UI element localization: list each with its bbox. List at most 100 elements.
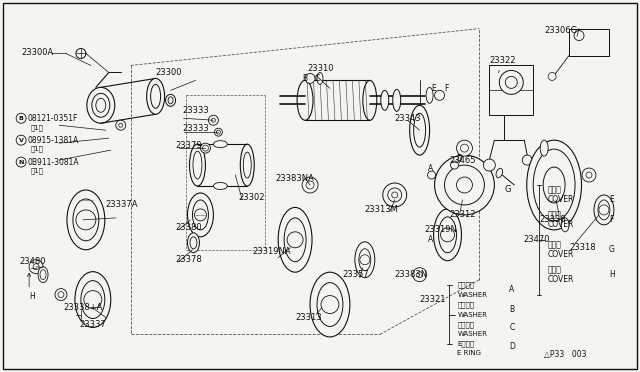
Circle shape (214, 128, 222, 136)
Circle shape (456, 177, 472, 193)
Text: ワッシャ: ワッシャ (458, 321, 474, 328)
Circle shape (435, 155, 494, 215)
Circle shape (445, 165, 484, 205)
Text: 23312: 23312 (449, 211, 476, 219)
Ellipse shape (598, 200, 610, 220)
Text: （1）: （1） (31, 168, 44, 174)
Text: COVER: COVER (547, 220, 573, 230)
Circle shape (16, 135, 26, 145)
Circle shape (483, 159, 495, 171)
Circle shape (388, 188, 402, 202)
Circle shape (435, 90, 445, 100)
Text: D: D (509, 342, 515, 351)
Ellipse shape (213, 183, 227, 189)
Circle shape (195, 209, 207, 221)
Ellipse shape (317, 73, 323, 84)
Text: 23322: 23322 (490, 56, 516, 65)
Text: E: E (431, 84, 436, 93)
Ellipse shape (496, 168, 502, 178)
Circle shape (209, 115, 218, 125)
Text: COVER: COVER (547, 275, 573, 284)
Bar (490, 65, 533, 115)
Circle shape (499, 70, 524, 94)
Ellipse shape (40, 270, 46, 280)
Circle shape (360, 255, 370, 265)
Circle shape (456, 140, 472, 156)
Circle shape (202, 145, 209, 151)
Ellipse shape (189, 144, 205, 186)
Ellipse shape (67, 190, 105, 250)
Text: 23379: 23379 (175, 141, 202, 150)
Ellipse shape (433, 209, 461, 261)
Circle shape (460, 144, 468, 152)
Text: 23465: 23465 (449, 155, 476, 164)
Circle shape (287, 232, 303, 248)
Text: （1）: （1） (31, 146, 44, 153)
Text: C: C (509, 323, 515, 332)
Circle shape (306, 181, 314, 189)
Text: WASHER: WASHER (458, 331, 488, 337)
Text: B: B (19, 116, 24, 121)
Text: カバー: カバー (547, 186, 561, 195)
Ellipse shape (381, 90, 388, 110)
Circle shape (383, 183, 406, 207)
Ellipse shape (284, 218, 306, 262)
Text: A: A (428, 164, 433, 173)
Text: H: H (609, 270, 614, 279)
Ellipse shape (527, 140, 582, 230)
Text: 23480: 23480 (19, 257, 45, 266)
Text: V: V (19, 138, 24, 143)
Text: 08915-1381A: 08915-1381A (27, 136, 78, 145)
Ellipse shape (297, 80, 313, 120)
Text: 23380: 23380 (175, 223, 202, 232)
Text: 23318: 23318 (569, 243, 596, 252)
Ellipse shape (413, 113, 426, 147)
Ellipse shape (147, 78, 164, 114)
Text: 23470: 23470 (524, 235, 550, 244)
Text: A: A (509, 285, 515, 294)
Ellipse shape (188, 193, 213, 237)
Circle shape (119, 123, 123, 127)
Ellipse shape (75, 272, 111, 327)
Circle shape (413, 268, 427, 282)
Text: D: D (456, 154, 462, 163)
Ellipse shape (561, 218, 569, 232)
Circle shape (16, 113, 26, 123)
Circle shape (599, 205, 609, 215)
Text: 23337A: 23337A (106, 201, 138, 209)
Text: ワッシャ: ワッシャ (458, 281, 474, 288)
Text: COVER: COVER (547, 250, 573, 259)
Text: F: F (609, 215, 613, 224)
Text: B: B (509, 305, 515, 314)
Text: 23338: 23338 (539, 215, 566, 224)
Text: 23302: 23302 (238, 193, 265, 202)
Circle shape (29, 260, 43, 274)
Ellipse shape (540, 140, 548, 156)
Ellipse shape (278, 208, 312, 272)
Text: WASHER: WASHER (458, 311, 488, 318)
Text: COVER: COVER (547, 195, 573, 205)
Ellipse shape (213, 141, 227, 148)
Circle shape (548, 73, 556, 80)
Circle shape (33, 264, 39, 270)
Circle shape (58, 292, 64, 298)
Circle shape (216, 130, 220, 134)
Ellipse shape (594, 195, 614, 225)
Ellipse shape (188, 233, 200, 253)
Text: 23338+A: 23338+A (63, 303, 102, 312)
Ellipse shape (393, 89, 401, 111)
Ellipse shape (243, 152, 252, 178)
Text: 23313M: 23313M (365, 205, 399, 214)
Ellipse shape (92, 93, 110, 117)
Ellipse shape (168, 97, 173, 104)
Text: G: G (504, 186, 511, 195)
Text: カバー: カバー (547, 265, 561, 274)
Text: 23337: 23337 (79, 320, 106, 329)
Circle shape (305, 73, 315, 83)
Circle shape (84, 291, 102, 308)
Circle shape (428, 171, 436, 179)
Text: 23333: 23333 (182, 124, 209, 133)
Circle shape (451, 161, 458, 169)
Text: 23306G: 23306G (544, 26, 577, 35)
Ellipse shape (426, 87, 433, 103)
